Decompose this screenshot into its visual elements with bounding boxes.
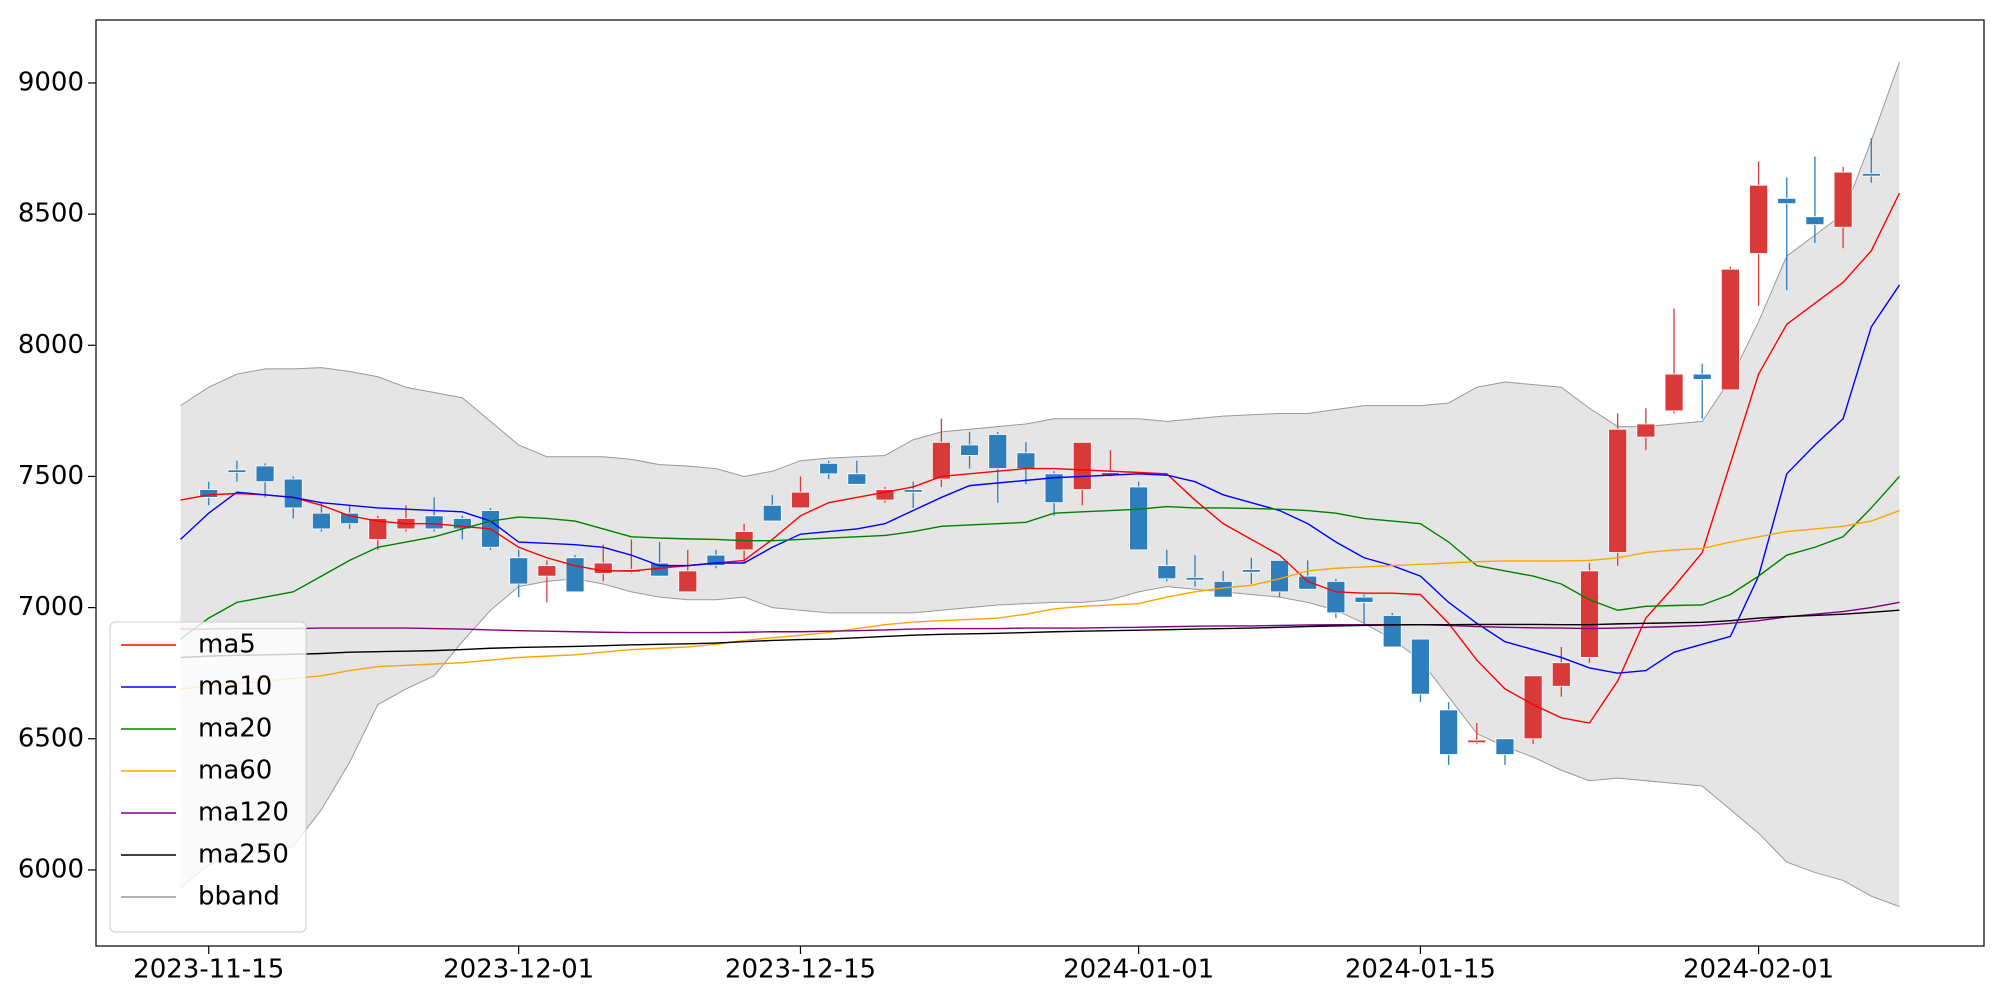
candle-body	[593, 562, 613, 574]
candle-body	[368, 518, 388, 540]
candle-body	[931, 441, 951, 480]
candle-body	[1016, 452, 1036, 469]
candle-body	[1692, 373, 1712, 380]
candle-body	[1833, 171, 1853, 228]
candle-body	[1354, 596, 1374, 603]
candle-body	[1326, 580, 1346, 614]
y-tick-label: 8000	[18, 330, 84, 360]
candle-body	[791, 491, 810, 509]
candle-body	[1749, 184, 1768, 254]
x-tick-label: 2024-01-01	[1063, 955, 1214, 985]
candle-body	[988, 434, 1008, 469]
candle-body	[340, 512, 360, 525]
candle-body	[227, 469, 247, 473]
candle-body	[1072, 441, 1092, 490]
ma-line	[180, 609, 1900, 659]
y-tick-label: 9000	[18, 67, 84, 97]
band-upper	[180, 61, 1900, 477]
band-lower	[180, 578, 1900, 908]
candle-body	[1439, 709, 1459, 755]
plot-frame	[95, 19, 1985, 947]
candle-body	[875, 489, 895, 501]
candle-body	[762, 504, 782, 522]
candle-body	[1241, 569, 1261, 573]
candle-body	[1411, 638, 1430, 695]
candle-body	[1777, 197, 1797, 205]
legend-label: ma250	[198, 840, 289, 870]
legend-label: ma5	[198, 630, 256, 660]
x-tick-label: 2024-01-15	[1345, 955, 1496, 985]
legend-label: ma120	[198, 798, 289, 828]
y-tick-label: 8500	[18, 199, 84, 229]
y-tick-label: 7500	[18, 461, 84, 491]
x-tick-label: 2023-12-15	[725, 955, 876, 985]
candle-body	[1551, 662, 1571, 687]
y-tick-label: 6000	[18, 854, 84, 884]
candle-body	[1382, 615, 1402, 648]
legend-label: bband	[198, 882, 280, 912]
y-tick-label: 7000	[18, 592, 84, 622]
candle-body	[960, 444, 979, 456]
candle-body	[1636, 423, 1656, 438]
candle-body	[1720, 268, 1740, 391]
candle-body	[706, 554, 726, 567]
x-tick-label: 2024-02-01	[1683, 955, 1834, 985]
legend-label: ma10	[198, 672, 272, 702]
ma-line	[180, 192, 1901, 724]
candle-body	[1270, 559, 1289, 593]
candle-body	[819, 462, 839, 475]
candle-body	[1129, 486, 1149, 551]
candle-body	[255, 465, 275, 483]
candle-body	[1467, 739, 1487, 744]
candle-body	[847, 473, 867, 485]
candle-body	[424, 515, 444, 530]
ma-line	[180, 509, 1900, 690]
candle-body	[903, 489, 923, 493]
candle-body	[565, 557, 585, 593]
candle-body	[1664, 373, 1684, 412]
candle-body	[1044, 473, 1064, 504]
candle-body	[1805, 216, 1825, 226]
legend-label: ma60	[198, 756, 272, 786]
candle-body	[1608, 428, 1628, 553]
candle-body	[509, 557, 529, 585]
candle-body	[1185, 577, 1205, 581]
x-tick-label: 2023-12-01	[443, 955, 594, 985]
candle-body	[199, 489, 219, 498]
candle-body	[1523, 675, 1543, 740]
candle-body	[1580, 570, 1599, 658]
ma-line	[180, 475, 1900, 640]
candle-body	[1861, 173, 1881, 177]
band-fill	[180, 61, 1900, 907]
legend-label: ma20	[198, 714, 272, 744]
y-tick-label: 6500	[18, 723, 84, 753]
candle-body	[312, 512, 331, 530]
ma-line	[180, 601, 1900, 634]
ma-line	[180, 284, 1901, 674]
candle-body	[283, 478, 303, 509]
x-tick-label: 2023-11-15	[133, 955, 284, 985]
candle-body	[678, 570, 698, 593]
candle-body	[1157, 565, 1177, 580]
candle-body	[537, 565, 557, 577]
candle-body	[1298, 575, 1318, 590]
legend: ma5 ma10 ma20 ma60 ma120 ma250 bband	[109, 621, 307, 933]
candle-body	[1495, 738, 1515, 755]
